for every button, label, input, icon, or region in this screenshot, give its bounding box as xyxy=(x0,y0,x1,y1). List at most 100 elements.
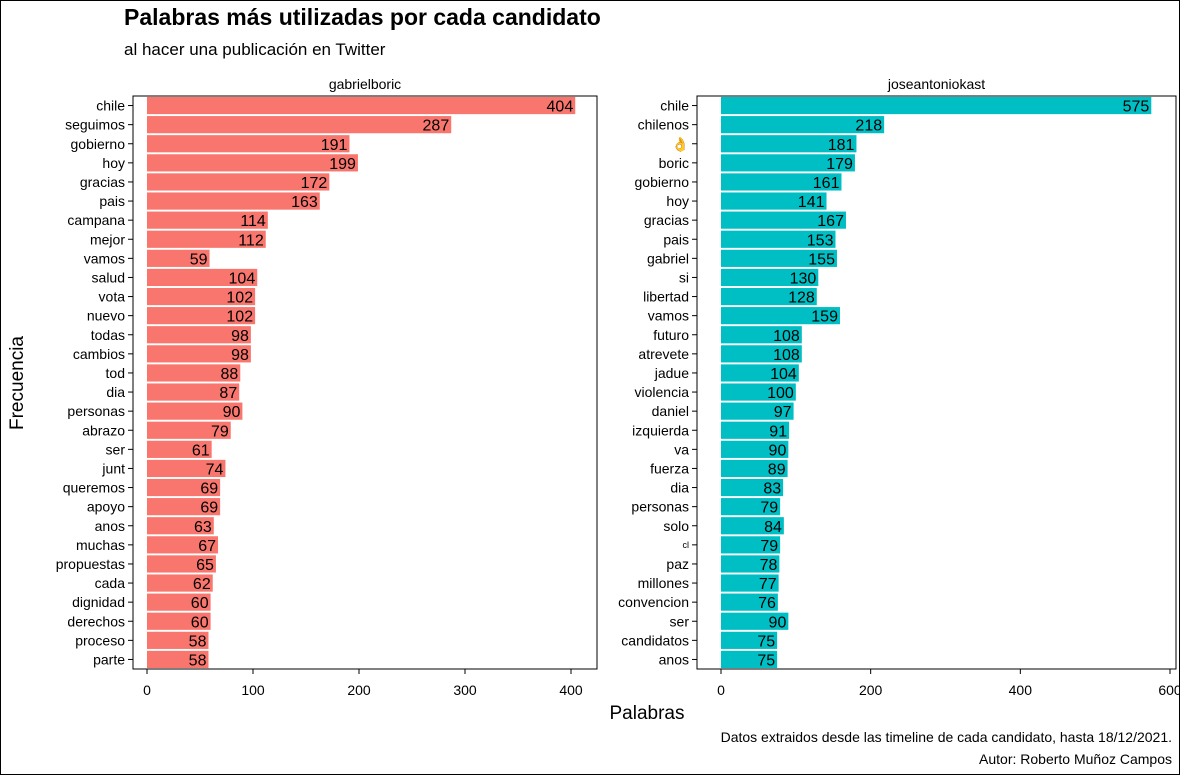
panel-gabrielboric-bar-1 xyxy=(147,116,452,134)
panel-gabrielboric-value-label-7: 112 xyxy=(238,232,264,249)
panel-joseantoniokast-bar-24 xyxy=(721,555,780,573)
panel-gabrielboric-category-label-5: pais xyxy=(99,193,125,209)
panel-joseantoniokast-bar-3 xyxy=(721,154,855,172)
panel-gabrielboric-category-label-2: gobierno xyxy=(71,136,126,152)
panel-joseantoniokast-bar-16 xyxy=(721,402,794,420)
panel-joseantoniokast-category-label-25: millones xyxy=(638,575,689,591)
panel-gabrielboric-value-label-29: 58 xyxy=(189,652,207,669)
panel-gabrielboric-bar-6 xyxy=(147,211,268,229)
panel-gabrielboric-category-label-18: ser xyxy=(106,441,126,457)
panel-joseantoniokast-bar-11 xyxy=(721,307,840,325)
panel-joseantoniokast-xtick-label-1: 200 xyxy=(859,682,883,698)
panel-joseantoniokast-category-label-7: pais xyxy=(663,231,689,247)
panel-gabrielboric-category-label-25: cada xyxy=(95,575,126,591)
panel-joseantoniokast-value-label-21: 79 xyxy=(760,500,778,517)
panel-joseantoniokast-category-label-12: futuro xyxy=(653,327,689,343)
panel-joseantoniokast-bar-27 xyxy=(721,612,789,630)
panel-joseantoniokast-border xyxy=(696,95,1177,670)
panel-gabrielboric-bar-12 xyxy=(147,326,251,344)
panel-gabrielboric-xtick-label-1: 100 xyxy=(241,682,265,698)
panel-joseantoniokast-bar-10 xyxy=(721,287,817,306)
panel-gabrielboric-xtick-label-2: 200 xyxy=(347,682,371,698)
panel-joseantoniokast-category-label-15: violencia xyxy=(635,384,690,400)
panel-joseantoniokast-value-label-13: 108 xyxy=(773,347,800,364)
panel-gabrielboric-bar-3 xyxy=(147,154,358,172)
panel-joseantoniokast-value-label-16: 97 xyxy=(774,404,792,421)
panel-gabrielboric-category-label-4: gracias xyxy=(80,174,125,190)
panel-joseantoniokast-category-label-28: candidatos xyxy=(621,632,689,648)
panel-gabrielboric-value-label-6: 114 xyxy=(240,213,266,230)
panel-joseantoniokast-category-label-13: atrevete xyxy=(638,346,689,362)
panel-joseantoniokast-value-label-19: 89 xyxy=(768,461,786,478)
panel-gabrielboric-bar-28 xyxy=(147,631,209,649)
panel-joseantoniokast-bar-4 xyxy=(721,173,842,191)
panel-gabrielboric-value-label-9: 104 xyxy=(229,270,256,287)
panel-gabrielboric-value-label-2: 191 xyxy=(321,137,348,154)
panel-joseantoniokast-bar-18 xyxy=(721,440,789,458)
panel-gabrielboric-category-label-17: abrazo xyxy=(82,422,125,438)
panel-joseantoniokast-bar-22 xyxy=(721,517,784,535)
panel-gabrielboric-bar-11 xyxy=(147,307,256,325)
panel-joseantoniokast-category-label-19: fuerza xyxy=(650,460,689,476)
panel-joseantoniokast-value-label-29: 75 xyxy=(757,652,775,669)
panel-gabrielboric-category-label-3: hoy xyxy=(102,155,125,171)
panel-gabrielboric-value-label-1: 287 xyxy=(423,118,450,135)
panel-gabrielboric-value-label-19: 74 xyxy=(206,461,224,478)
panel-joseantoniokast-category-label-3: boric xyxy=(659,155,689,171)
panel-gabrielboric-bar-15 xyxy=(147,383,240,401)
panel-joseantoniokast-value-label-8: 155 xyxy=(808,251,835,268)
panel-gabrielboric-bar-8 xyxy=(147,249,210,267)
panel-gabrielboric-bar-0 xyxy=(147,96,576,115)
panel-gabrielboric-bar-18 xyxy=(147,440,212,458)
panel-joseantoniokast-value-label-11: 159 xyxy=(811,309,838,326)
panel-joseantoniokast-bar-1 xyxy=(721,116,885,134)
panel-joseantoniokast-bar-0 xyxy=(721,96,1152,115)
panel-joseantoniokast-category-label-1: chilenos xyxy=(638,117,689,133)
panel-gabrielboric-strip-label: gabrielboric xyxy=(329,76,401,92)
panel-gabrielboric-bar-25 xyxy=(147,574,213,592)
panel-joseantoniokast-bar-9 xyxy=(721,268,819,287)
panel-joseantoniokast-bar-5 xyxy=(721,192,827,210)
panel-joseantoniokast-bar-25 xyxy=(721,574,779,592)
panel-gabrielboric-bar-21 xyxy=(147,498,221,516)
panel-joseantoniokast-value-label-15: 100 xyxy=(767,385,794,402)
panel-gabrielboric-bar-27 xyxy=(147,612,211,630)
panel-joseantoniokast-value-label-1: 218 xyxy=(855,118,882,135)
panel-gabrielboric-category-label-1: seguimos xyxy=(65,117,125,133)
panel-gabrielboric-value-label-17: 79 xyxy=(211,423,229,440)
panel-joseantoniokast-category-label-6: gracias xyxy=(644,212,689,228)
panel-gabrielboric-category-label-19: junt xyxy=(101,460,125,476)
panel-joseantoniokast-category-label-27: ser xyxy=(670,613,690,629)
panel-gabrielboric-bar-29 xyxy=(147,650,209,669)
panel-gabrielboric-value-label-25: 62 xyxy=(193,576,211,593)
panel-gabrielboric-value-label-10: 102 xyxy=(226,290,253,307)
panel-gabrielboric-border xyxy=(132,95,598,670)
panel-gabrielboric-category-label-9: salud xyxy=(92,269,125,285)
panel-gabrielboric-category-label-24: propuestas xyxy=(56,556,125,572)
panel-joseantoniokast-category-label-0: chile xyxy=(660,98,689,114)
panel-joseantoniokast-category-label-14: jadue xyxy=(654,365,689,381)
panel-gabrielboric-bar-20 xyxy=(147,478,221,497)
panel-joseantoniokast-value-label-0: 575 xyxy=(1123,99,1150,116)
panel-gabrielboric-category-label-13: cambios xyxy=(73,346,125,362)
panel-joseantoniokast-xtick-label-2: 400 xyxy=(1009,682,1033,698)
panel-gabrielboric-category-label-7: mejor xyxy=(90,231,125,247)
panel-gabrielboric-bar-24 xyxy=(147,555,216,573)
panel-gabrielboric-category-label-8: vamos xyxy=(84,250,125,266)
panel-gabrielboric-value-label-5: 163 xyxy=(291,194,318,211)
panel-joseantoniokast-value-label-2: 181 xyxy=(828,137,855,154)
panel-gabrielboric-value-label-18: 61 xyxy=(192,442,210,459)
panel-gabrielboric-bar-2 xyxy=(147,135,350,153)
panel-gabrielboric-value-label-11: 102 xyxy=(226,309,253,326)
panel-joseantoniokast-category-label-29: anos xyxy=(659,651,689,667)
panel-gabrielboric-category-label-10: vota xyxy=(99,289,126,305)
panel-joseantoniokast-value-label-6: 167 xyxy=(817,213,844,230)
panel-gabrielboric-bar-19 xyxy=(147,459,226,478)
panel-gabrielboric-category-label-20: queremos xyxy=(63,480,125,496)
caption-source: Datos extraidos desde las timeline de ca… xyxy=(720,729,1172,745)
panel-gabrielboric-xtick-label-0: 0 xyxy=(143,682,151,698)
panel-gabrielboric-category-label-22: anos xyxy=(95,518,125,534)
panel-gabrielboric-category-label-12: todas xyxy=(91,327,125,343)
panel-gabrielboric-value-label-27: 60 xyxy=(191,614,209,631)
